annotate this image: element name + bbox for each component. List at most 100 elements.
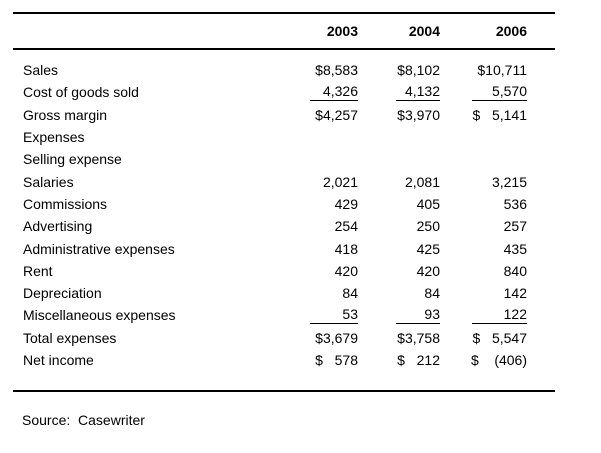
- cell-2006: 3,215: [491, 173, 527, 190]
- cell-2003: $3,679: [315, 329, 358, 346]
- table-row: Sales $8,583 $8,102 $10,711: [13, 49, 555, 81]
- cell-2006: 435: [503, 240, 527, 257]
- header-spacer-cell: [527, 13, 555, 50]
- row-label: Salaries: [23, 173, 74, 190]
- row-label: Advertising: [23, 218, 93, 235]
- cell-2004: 405: [416, 195, 440, 212]
- table-body: Sales $8,583 $8,102 $10,711 Cost of goods so…: [13, 49, 555, 371]
- underlined-value: 5,570: [472, 83, 527, 102]
- cell-2003: $ 578: [315, 352, 358, 368]
- spacer-cell: [527, 237, 555, 259]
- table-row: Depreciation 84 84 142: [13, 282, 555, 304]
- row-label: Cost of goods sold: [23, 84, 139, 101]
- table-row: Net income $ 578 $ 212 $ (406): [13, 349, 555, 371]
- cell-2006: $ (406): [470, 352, 527, 368]
- cell-2004: [358, 126, 440, 148]
- cell-2003: 4,326: [258, 81, 358, 103]
- cell-2003: 84: [342, 285, 358, 302]
- cell-2003: 429: [334, 195, 358, 212]
- table-row: Selling expense: [13, 148, 555, 170]
- row-label: Miscellaneous expenses: [23, 307, 176, 324]
- cell-2004: 4,132: [358, 81, 440, 103]
- cell-2003: [258, 148, 358, 170]
- spacer-cell: [527, 260, 555, 282]
- table-row: Gross margin $4,257 $3,970 $ 5,141: [13, 104, 555, 126]
- cell-2006: $ 5,141: [472, 106, 528, 123]
- table-header-row: 2003 2004 2006: [13, 13, 555, 50]
- spacer-cell: [527, 327, 555, 349]
- col-header-2006: 2006: [440, 13, 527, 50]
- cell-2004: 2,081: [404, 173, 440, 190]
- cell-2006: 536: [503, 195, 527, 212]
- spacer-cell: [527, 349, 555, 371]
- cell-2004: 93: [358, 304, 440, 326]
- cell-2006: 142: [503, 285, 527, 302]
- table-row: Expenses: [13, 126, 555, 148]
- source-note: Source: Casewriter: [22, 412, 145, 428]
- cell-2003: 418: [334, 240, 358, 257]
- cell-2006: 5,570: [440, 81, 527, 103]
- row-label: Net income: [23, 352, 94, 368]
- row-label: Rent: [23, 262, 53, 279]
- underlined-value: 4,326: [310, 83, 358, 102]
- cell-2003: [258, 126, 358, 148]
- spacer-cell: [527, 148, 555, 170]
- table-row: Administrative expenses 418 425 435: [13, 237, 555, 259]
- table-row: Salaries 2,021 2,081 3,215: [13, 170, 555, 192]
- spacer-cell: [527, 170, 555, 192]
- cell-2003: $8,583: [315, 62, 358, 79]
- cell-2006: 122: [440, 304, 527, 326]
- cell-2003: $4,257: [315, 106, 358, 123]
- row-label: Sales: [23, 62, 59, 79]
- cell-2003: 2,021: [322, 173, 358, 190]
- bottom-rule: [13, 390, 555, 392]
- cell-2004: 425: [416, 240, 440, 257]
- cell-2004: $3,970: [397, 106, 440, 123]
- table-row: Rent 420 420 840: [13, 260, 555, 282]
- spacer-cell: [527, 81, 555, 103]
- col-header-2003: 2003: [258, 13, 358, 50]
- cell-2004: $3,758: [397, 329, 440, 346]
- spacer-cell: [527, 49, 555, 81]
- cell-2006: [440, 126, 527, 148]
- cell-2003: 254: [334, 218, 358, 235]
- table-row: Commissions 429 405 536: [13, 193, 555, 215]
- cell-2004: 420: [416, 262, 440, 279]
- cell-2006: 257: [503, 218, 527, 235]
- spacer-cell: [527, 282, 555, 304]
- cell-2004: [358, 148, 440, 170]
- row-label: Expenses: [23, 129, 85, 146]
- underlined-value: 4,132: [396, 83, 440, 102]
- spacer-cell: [527, 193, 555, 215]
- table-row: Miscellaneous expenses 53 93 122: [13, 304, 555, 326]
- table-row: Advertising 254 250 257: [13, 215, 555, 237]
- cell-2006: [440, 148, 527, 170]
- cell-2003: 420: [334, 262, 358, 279]
- row-label-header: [13, 13, 258, 50]
- cell-2006: $10,711: [477, 62, 527, 79]
- cell-2006: $ 5,547: [472, 329, 528, 346]
- spacer-cell: [527, 126, 555, 148]
- spacer-cell: [527, 304, 555, 326]
- underlined-value: 53: [310, 306, 358, 325]
- cell-2006: 840: [503, 262, 527, 279]
- row-label: Administrative expenses: [23, 240, 175, 257]
- row-label: Commissions: [23, 195, 108, 212]
- row-label: Total expenses: [23, 329, 117, 346]
- underlined-value: 122: [472, 306, 527, 325]
- income-statement-table: 2003 2004 2006 Sales $8,583 $8,102 $10,711 C…: [13, 12, 555, 371]
- table-row: Cost of goods sold 4,326 4,132 5,570: [13, 81, 555, 103]
- table-row: Total expenses $3,679 $3,758 $ 5,547: [13, 327, 555, 349]
- spacer-cell: [527, 215, 555, 237]
- cell-2004: 250: [416, 218, 440, 235]
- cell-2004: $ 212: [397, 352, 440, 368]
- row-label: Gross margin: [23, 106, 108, 123]
- spacer-cell: [527, 104, 555, 126]
- cell-2004: 84: [424, 285, 440, 302]
- cell-2004: $8,102: [397, 62, 440, 79]
- row-label: Depreciation: [23, 285, 102, 302]
- col-header-2004: 2004: [358, 13, 440, 50]
- cell-2003: 53: [258, 304, 358, 326]
- row-label: Selling expense: [23, 151, 122, 168]
